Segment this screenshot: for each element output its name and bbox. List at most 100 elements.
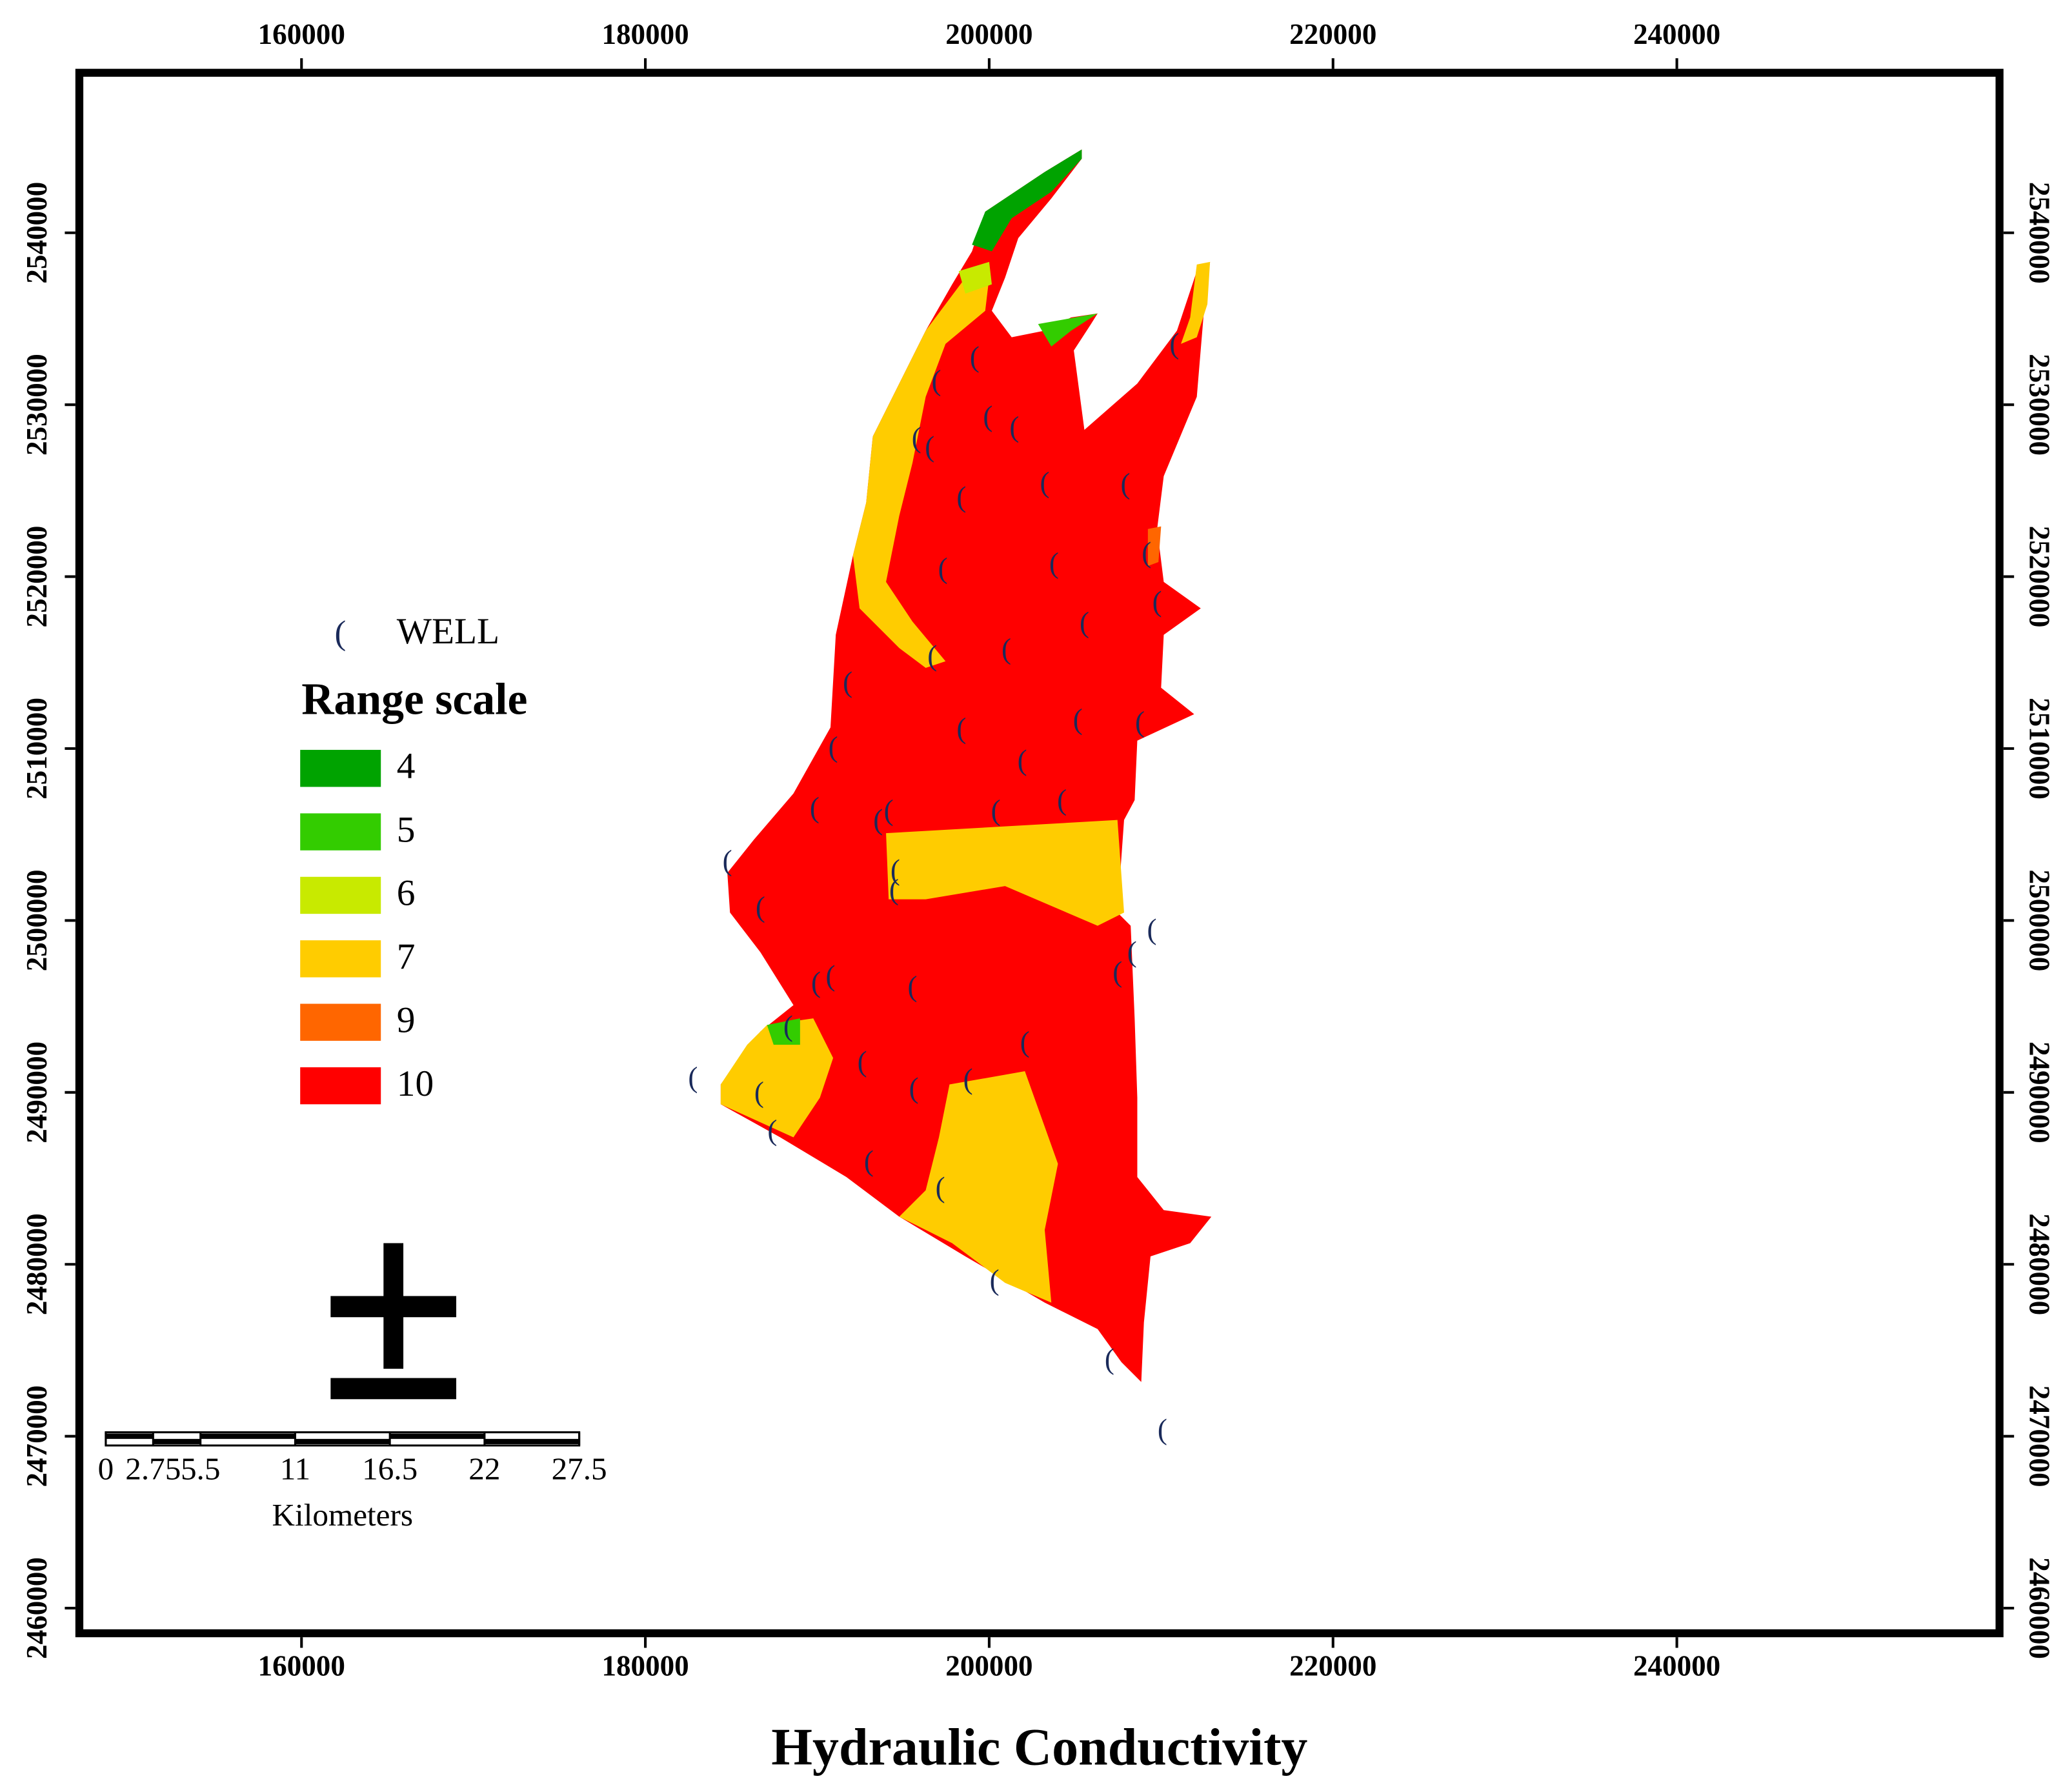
map-frame: [75, 68, 2004, 1638]
x-tick-label: 240000: [1633, 1650, 1720, 1682]
legend-swatch: [300, 1003, 381, 1041]
zone: [720, 1018, 834, 1138]
well: (: [1009, 410, 1019, 443]
scale-segment: [153, 1438, 201, 1444]
well: (: [810, 792, 820, 824]
scale-segment: [105, 1433, 154, 1439]
zone: [852, 277, 989, 668]
legend-swatch: [300, 750, 381, 787]
y-tick-label: 2500000: [2024, 870, 2056, 972]
scale-label: 5.5: [181, 1451, 220, 1486]
y-tick-label: 2490000: [21, 1042, 53, 1143]
y-tick-label: 2520000: [21, 526, 53, 628]
scale-segment: [390, 1433, 485, 1439]
x-tick-label: 160000: [258, 1650, 345, 1682]
y-tick-label: 2540000: [21, 182, 53, 284]
well: (: [1049, 547, 1059, 579]
well: (: [783, 1010, 793, 1042]
legend-title: Range scale: [301, 674, 527, 724]
well: (: [829, 730, 838, 763]
x-tick-label: 200000: [945, 18, 1032, 50]
well-symbol: (: [334, 614, 346, 652]
well: (: [1073, 703, 1083, 735]
scale-label: 2.75: [125, 1451, 181, 1486]
zone: [958, 261, 992, 294]
y-tick-label: 2470000: [21, 1385, 53, 1487]
map-title: Hydraulic Conductivity: [771, 1717, 1307, 1776]
x-tick-label: 220000: [1289, 1650, 1376, 1682]
well: (: [688, 1062, 698, 1094]
scale-frame: [105, 1431, 581, 1447]
well: (: [1120, 468, 1130, 500]
legend-label: 10: [397, 1063, 434, 1104]
y-tick-label: 2470000: [2024, 1385, 2056, 1487]
zone: [1147, 526, 1162, 567]
well: (: [1018, 744, 1027, 776]
scale-segment: [105, 1438, 154, 1444]
zone: [1038, 313, 1098, 347]
well: (: [767, 1114, 777, 1147]
legend-label: 5: [397, 809, 416, 850]
legend-swatch: [300, 940, 381, 978]
y-tick-label: 2490000: [2024, 1042, 2056, 1143]
zone: [972, 149, 1082, 252]
well: (: [825, 960, 835, 992]
scale-segment: [390, 1438, 485, 1444]
scale-label: 0: [98, 1451, 114, 1486]
y-tick-label: 2540000: [2024, 182, 2056, 284]
well: (: [925, 430, 934, 463]
well: (: [891, 854, 900, 886]
scale-label: 11: [280, 1451, 310, 1486]
well: (: [723, 845, 732, 877]
legend-well-label: WELL: [397, 611, 499, 652]
well: (: [1135, 705, 1145, 738]
x-tick-label: 200000: [945, 1650, 1032, 1682]
y-tick-label: 2530000: [2024, 354, 2056, 456]
x-tick-label: 180000: [601, 1650, 689, 1682]
scale-segment: [200, 1433, 296, 1439]
well: (: [1152, 585, 1162, 618]
y-tick-label: 2460000: [21, 1557, 53, 1659]
scale-segment: [484, 1433, 579, 1439]
legend-swatch: [300, 1067, 381, 1105]
scale-segment: [484, 1438, 579, 1444]
well: (: [970, 341, 980, 373]
zone: [720, 149, 1212, 1382]
scale-label: 27.5: [552, 1451, 607, 1486]
well: (: [908, 970, 918, 1002]
well: (: [927, 639, 937, 672]
well: (: [1169, 327, 1179, 359]
legend-label: 6: [397, 873, 416, 914]
well: (: [956, 481, 966, 513]
scale-segment: [153, 1433, 201, 1439]
well: (: [884, 794, 894, 827]
legend-swatch: [300, 813, 381, 851]
well: (: [1040, 467, 1049, 499]
y-tick-label: 2520000: [2024, 526, 2056, 628]
north-arrow: [330, 1378, 457, 1400]
well: (: [1080, 607, 1089, 639]
well: (: [1147, 913, 1156, 945]
scale-segment: [295, 1433, 390, 1439]
well: (: [931, 365, 941, 397]
well: (: [889, 874, 899, 906]
y-tick-label: 2460000: [2024, 1557, 2056, 1659]
scale-segment: [295, 1438, 390, 1444]
well: (: [956, 712, 966, 745]
well: (: [864, 1145, 874, 1177]
legend-label: 9: [397, 1000, 416, 1040]
zone: [767, 1018, 800, 1045]
well: (: [1112, 956, 1122, 988]
zone: [899, 1071, 1058, 1303]
y-tick-label: 2500000: [21, 870, 53, 972]
y-tick-label: 2480000: [21, 1213, 53, 1315]
y-tick-label: 2530000: [21, 354, 53, 456]
well: (: [1020, 1025, 1030, 1058]
x-tick-label: 160000: [258, 18, 345, 50]
x-tick-label: 240000: [1633, 18, 1720, 50]
zone: [886, 820, 1124, 926]
well: (: [938, 552, 948, 585]
well: (: [1127, 936, 1137, 968]
legend-swatch: [300, 876, 381, 914]
y-tick-label: 2480000: [2024, 1213, 2056, 1315]
